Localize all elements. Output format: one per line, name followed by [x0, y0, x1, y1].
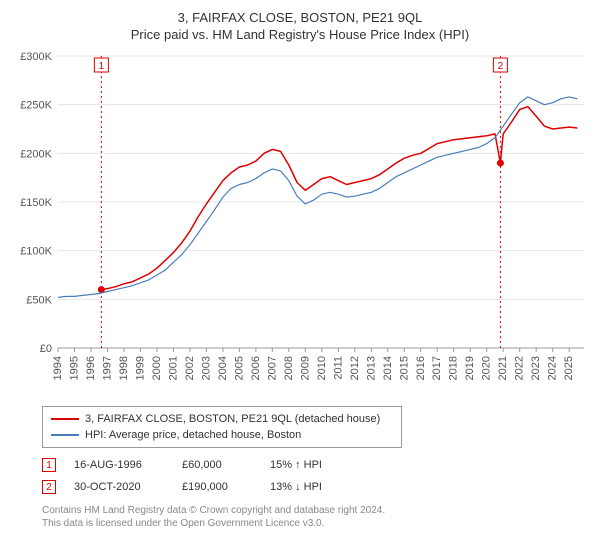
svg-text:2004: 2004 — [217, 356, 229, 380]
svg-text:1997: 1997 — [101, 356, 113, 380]
svg-text:2017: 2017 — [431, 356, 443, 380]
footer-attribution: Contains HM Land Registry data © Crown c… — [42, 504, 588, 530]
svg-text:2001: 2001 — [167, 356, 179, 380]
legend: 3, FAIRFAX CLOSE, BOSTON, PE21 9QL (deta… — [42, 406, 402, 448]
svg-text:1994: 1994 — [52, 356, 64, 380]
svg-text:1998: 1998 — [118, 356, 130, 380]
svg-text:2014: 2014 — [382, 356, 394, 380]
marker-price: £190,000 — [182, 481, 252, 493]
svg-text:2023: 2023 — [530, 356, 542, 380]
chart-plot-area: £0 £50K £100K £150K £200K £250K £300K 1994 1995 1… — [12, 50, 588, 400]
svg-text:2024: 2024 — [547, 356, 559, 380]
legend-swatch — [51, 434, 79, 436]
marker-delta: 15% ↑ HPI — [270, 459, 322, 471]
legend-item: 3, FAIRFAX CLOSE, BOSTON, PE21 9QL (deta… — [51, 411, 393, 427]
legend-label: 3, FAIRFAX CLOSE, BOSTON, PE21 9QL (deta… — [85, 413, 380, 425]
svg-text:£300K: £300K — [20, 51, 52, 63]
svg-text:1: 1 — [99, 61, 105, 72]
svg-text:2025: 2025 — [563, 356, 575, 380]
svg-text:1995: 1995 — [68, 356, 80, 380]
svg-text:1999: 1999 — [134, 356, 146, 380]
svg-text:£150K: £150K — [20, 197, 52, 209]
svg-text:2011: 2011 — [332, 356, 344, 380]
svg-text:1996: 1996 — [85, 356, 97, 380]
svg-text:£200K: £200K — [20, 148, 52, 160]
marker-row: 2 30-OCT-2020 £190,000 13% ↓ HPI — [42, 476, 588, 498]
svg-text:2010: 2010 — [316, 356, 328, 380]
marker-delta: 13% ↓ HPI — [270, 481, 322, 493]
svg-text:2016: 2016 — [415, 356, 427, 380]
marker-badge: 1 — [42, 458, 56, 472]
footer-line-2: This data is licensed under the Open Gov… — [42, 517, 588, 530]
svg-text:2: 2 — [498, 61, 504, 72]
legend-label: HPI: Average price, detached house, Bost… — [85, 429, 301, 441]
marker-badge: 2 — [42, 480, 56, 494]
svg-text:2009: 2009 — [299, 356, 311, 380]
line-chart-svg: £0 £50K £100K £150K £200K £250K £300K 1994 1995 1… — [12, 50, 588, 400]
legend-swatch — [51, 418, 79, 420]
legend-item: HPI: Average price, detached house, Bost… — [51, 427, 393, 443]
marker-date: 30-OCT-2020 — [74, 481, 164, 493]
marker-date: 16-AUG-1996 — [74, 459, 164, 471]
svg-text:£100K: £100K — [20, 246, 52, 258]
svg-text:2018: 2018 — [448, 356, 460, 380]
svg-text:2002: 2002 — [184, 356, 196, 380]
chart-title: 3, FAIRFAX CLOSE, BOSTON, PE21 9QL — [12, 10, 588, 25]
svg-text:2022: 2022 — [514, 356, 526, 380]
svg-text:2007: 2007 — [266, 356, 278, 380]
svg-text:2020: 2020 — [481, 356, 493, 380]
footer-line-1: Contains HM Land Registry data © Crown c… — [42, 504, 588, 517]
svg-text:2006: 2006 — [250, 356, 262, 380]
svg-text:£0: £0 — [40, 343, 52, 355]
svg-text:2008: 2008 — [283, 356, 295, 380]
marker-price: £60,000 — [182, 459, 252, 471]
svg-text:2012: 2012 — [349, 356, 361, 380]
svg-text:2013: 2013 — [365, 356, 377, 380]
svg-text:2019: 2019 — [464, 356, 476, 380]
marker-row: 1 16-AUG-1996 £60,000 15% ↑ HPI — [42, 454, 588, 476]
svg-text:2005: 2005 — [233, 356, 245, 380]
svg-text:£50K: £50K — [26, 294, 52, 306]
marker-table: 1 16-AUG-1996 £60,000 15% ↑ HPI 2 30-OCT-2020… — [42, 454, 588, 498]
svg-text:2015: 2015 — [398, 356, 410, 380]
chart-subtitle: Price paid vs. HM Land Registry's House … — [12, 27, 588, 42]
svg-text:2003: 2003 — [200, 356, 212, 380]
chart-container: 3, FAIRFAX CLOSE, BOSTON, PE21 9QL Price… — [0, 0, 600, 560]
svg-text:£250K: £250K — [20, 100, 52, 112]
svg-text:2021: 2021 — [497, 356, 509, 380]
svg-text:2000: 2000 — [151, 356, 163, 380]
